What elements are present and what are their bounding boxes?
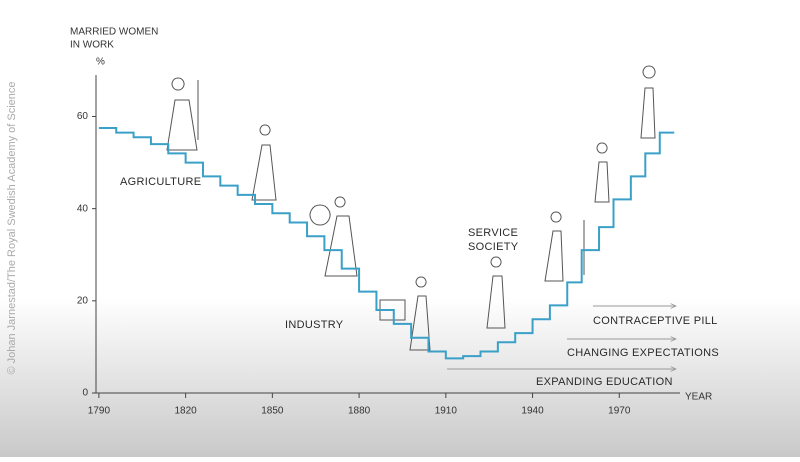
annotation: AGRICULTURE <box>120 176 201 188</box>
x-tick-label: 1790 <box>88 406 111 417</box>
figure <box>379 276 431 351</box>
figure <box>640 65 656 139</box>
figure <box>544 211 585 282</box>
credit: © Johan Jarnestad/The Royal Swedish Acad… <box>6 81 18 374</box>
y-tick-label: 20 <box>77 295 89 306</box>
x-tick-label: 1970 <box>608 406 631 417</box>
annotation: CHANGING EXPECTATIONS <box>567 347 719 359</box>
x-tick-label: 1910 <box>435 406 458 417</box>
figure <box>309 196 358 277</box>
annotation: CONTRACEPTIVE PILL <box>593 315 718 327</box>
figure <box>486 256 506 329</box>
y-tick-label: 0 <box>82 388 88 399</box>
step-line <box>98 127 675 360</box>
x-tick-label: 1940 <box>521 406 544 417</box>
x-label: YEAR <box>685 392 712 403</box>
y-tick-label: 60 <box>77 111 89 122</box>
annotation: SERVICE SOCIETY <box>468 227 519 253</box>
figure <box>251 124 277 201</box>
x-tick-label: 1850 <box>261 406 284 417</box>
figure <box>166 77 199 151</box>
x-tick-label: 1820 <box>174 406 197 417</box>
annotation-text: SOCIETY <box>468 241 519 253</box>
y-unit: % <box>96 57 105 68</box>
annotation-text: SERVICE <box>468 227 518 239</box>
figures <box>166 65 656 351</box>
figure <box>594 142 610 203</box>
x-tick-label: 1880 <box>348 406 371 417</box>
y-label: MARRIED WOMEN <box>70 27 158 38</box>
y-tick-label: 40 <box>77 203 89 214</box>
annotation: INDUSTRY <box>285 319 344 331</box>
y-label: IN WORK <box>70 40 114 51</box>
annotation: EXPANDING EDUCATION <box>536 376 673 388</box>
